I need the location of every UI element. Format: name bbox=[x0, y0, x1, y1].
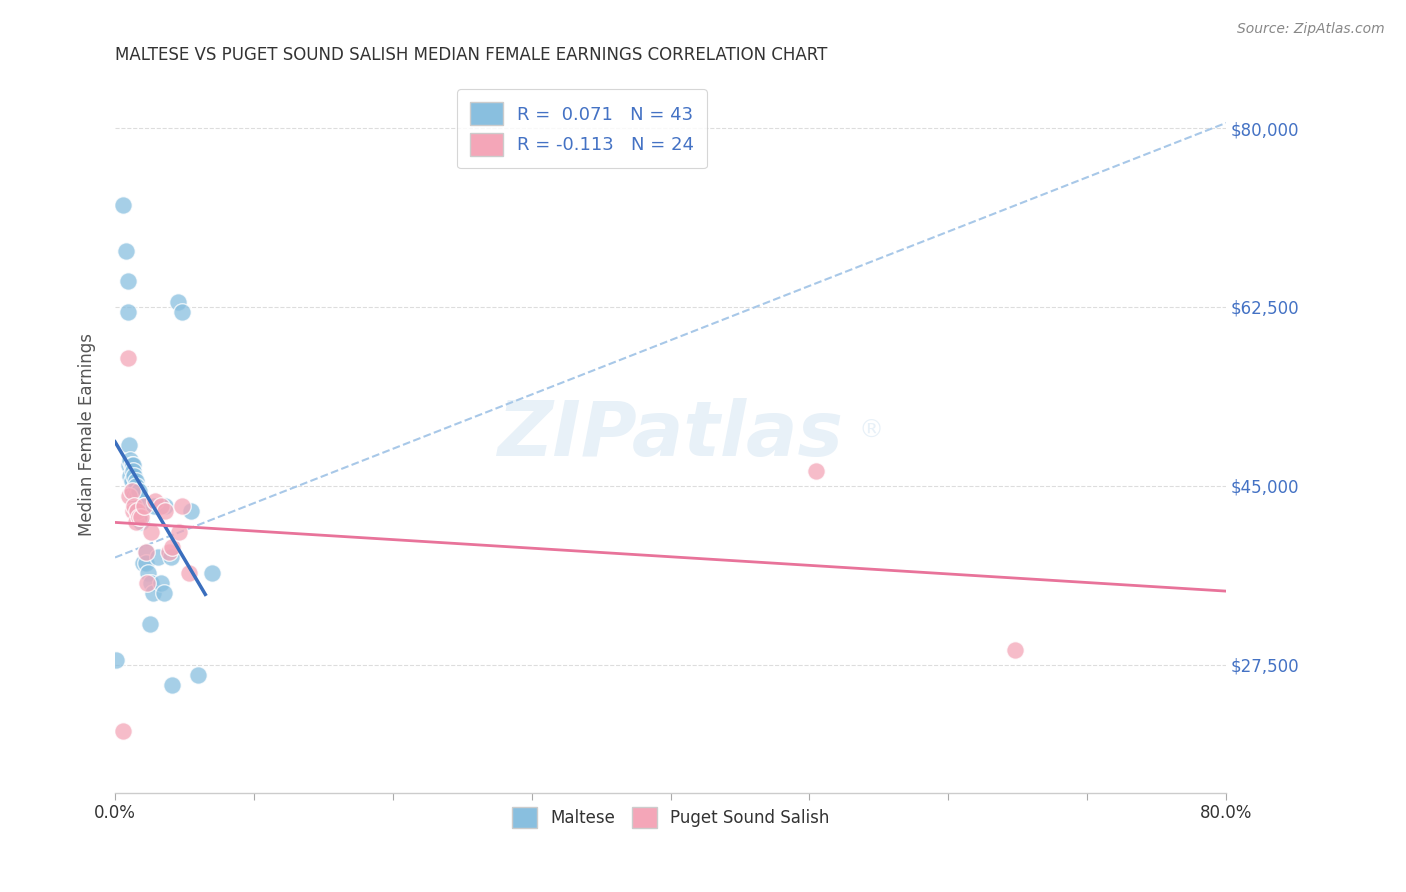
Point bbox=[135, 545, 157, 559]
Point bbox=[118, 489, 141, 503]
Point bbox=[153, 500, 176, 514]
Point bbox=[127, 489, 149, 503]
Point bbox=[122, 504, 145, 518]
Point bbox=[105, 653, 128, 667]
Point bbox=[132, 556, 155, 570]
Point bbox=[134, 500, 156, 514]
Point bbox=[149, 500, 172, 514]
Point bbox=[135, 556, 157, 570]
Point bbox=[117, 305, 139, 319]
Point bbox=[166, 294, 188, 309]
Point bbox=[170, 500, 193, 514]
Point bbox=[138, 566, 160, 580]
Point bbox=[143, 494, 166, 508]
Point bbox=[112, 724, 135, 739]
Point bbox=[125, 515, 148, 529]
Point bbox=[121, 483, 143, 498]
Point bbox=[128, 483, 150, 498]
Point bbox=[139, 616, 162, 631]
Point bbox=[121, 458, 143, 473]
Point bbox=[122, 464, 145, 478]
Point bbox=[134, 500, 156, 514]
Point bbox=[167, 524, 190, 539]
Point bbox=[121, 474, 143, 488]
Point bbox=[127, 504, 149, 518]
Point bbox=[125, 479, 148, 493]
Point bbox=[117, 274, 139, 288]
Point bbox=[160, 678, 183, 692]
Point bbox=[112, 197, 135, 211]
Y-axis label: Median Female Earnings: Median Female Earnings bbox=[79, 334, 96, 536]
Point bbox=[160, 541, 183, 555]
Point bbox=[115, 244, 138, 258]
Point bbox=[1004, 642, 1026, 657]
Text: ZIPatlas: ZIPatlas bbox=[498, 398, 844, 472]
Point bbox=[177, 566, 200, 580]
Point bbox=[122, 483, 145, 498]
Point bbox=[157, 545, 180, 559]
Point bbox=[180, 504, 202, 518]
Point bbox=[125, 474, 148, 488]
Text: MALTESE VS PUGET SOUND SALISH MEDIAN FEMALE EARNINGS CORRELATION CHART: MALTESE VS PUGET SOUND SALISH MEDIAN FEM… bbox=[115, 46, 827, 64]
Point bbox=[201, 566, 224, 580]
Point bbox=[152, 586, 174, 600]
Point bbox=[120, 453, 142, 467]
Legend: Maltese, Puget Sound Salish: Maltese, Puget Sound Salish bbox=[505, 801, 837, 834]
Text: ®: ® bbox=[858, 419, 883, 443]
Point bbox=[120, 468, 142, 483]
Text: Source: ZipAtlas.com: Source: ZipAtlas.com bbox=[1237, 22, 1385, 37]
Point bbox=[187, 668, 209, 682]
Point bbox=[131, 515, 153, 529]
Point bbox=[139, 524, 162, 539]
Point bbox=[124, 489, 146, 503]
Point bbox=[118, 458, 141, 473]
Point bbox=[136, 576, 159, 591]
Point bbox=[117, 351, 139, 365]
Point bbox=[118, 438, 141, 452]
Point bbox=[135, 545, 157, 559]
Point bbox=[139, 576, 162, 591]
Point bbox=[142, 500, 165, 514]
Point bbox=[141, 586, 163, 600]
Point bbox=[131, 509, 153, 524]
Point bbox=[124, 500, 146, 514]
Point bbox=[127, 504, 149, 518]
Point bbox=[124, 468, 146, 483]
Point bbox=[806, 464, 828, 478]
Point bbox=[159, 550, 181, 565]
Point bbox=[170, 305, 193, 319]
Point bbox=[146, 550, 169, 565]
Point bbox=[122, 458, 145, 473]
Point bbox=[129, 509, 152, 524]
Point bbox=[149, 576, 172, 591]
Point bbox=[128, 509, 150, 524]
Point bbox=[153, 504, 176, 518]
